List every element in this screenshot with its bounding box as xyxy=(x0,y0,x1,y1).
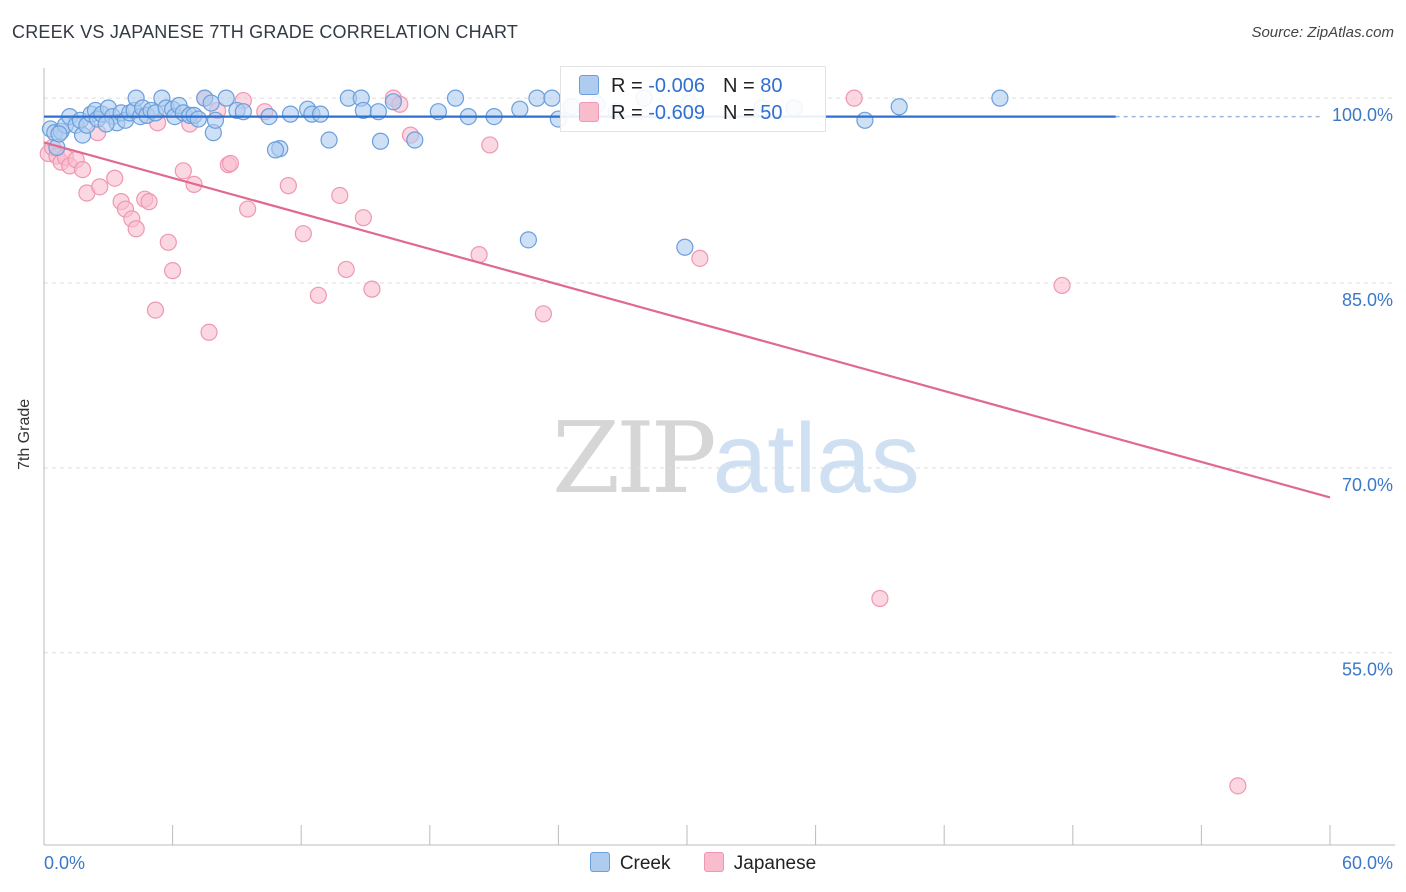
creek-n-label: N = xyxy=(722,75,755,97)
japanese-point xyxy=(174,162,192,180)
creek-n-value: 80 xyxy=(760,75,783,97)
x-tick-label: 60.0% xyxy=(1342,853,1393,873)
japanese-point xyxy=(691,249,709,267)
creek-point xyxy=(991,89,1009,107)
japanese-trend-line xyxy=(43,141,1331,499)
creek-point xyxy=(528,89,546,107)
japanese-point xyxy=(221,154,240,173)
y-tick-label: 70.0% xyxy=(1342,475,1393,495)
creek-point xyxy=(311,105,330,123)
japanese-point xyxy=(239,200,257,218)
creek-legend-label: Creek xyxy=(619,853,671,874)
creek-point xyxy=(511,100,529,118)
japanese-point xyxy=(845,89,863,107)
watermark: ZIPatlas xyxy=(552,402,920,516)
y-tick-label: 55.0% xyxy=(1342,660,1393,680)
creek-point xyxy=(189,110,207,128)
creek-point xyxy=(281,105,300,123)
watermark-zip: ZIP xyxy=(552,402,717,516)
japanese-point xyxy=(309,286,327,304)
creek-point xyxy=(320,131,338,149)
creek-r-value: -0.006 xyxy=(648,75,705,97)
japanese-point xyxy=(164,262,182,280)
trend-lines xyxy=(43,115,1331,499)
creek-point xyxy=(406,131,424,149)
japanese-point xyxy=(354,209,372,227)
legend-item-creek[interactable]: Creek xyxy=(589,852,671,875)
japanese-point xyxy=(1053,276,1071,295)
creek-point xyxy=(97,115,115,133)
japanese-point xyxy=(106,169,124,187)
creek-legend-swatch xyxy=(589,852,610,872)
japanese-point xyxy=(871,589,889,608)
creek-swatch xyxy=(579,75,599,95)
y-tick-label: 85.0% xyxy=(1342,290,1393,310)
japanese-legend-label: Japanese xyxy=(733,853,817,874)
japanese-point xyxy=(337,260,355,279)
chart-title: CREEK VS JAPANESE 7TH GRADE CORRELATION … xyxy=(12,22,519,42)
creek-point xyxy=(856,111,874,129)
japanese-point xyxy=(73,160,92,179)
japanese-swatch xyxy=(579,102,599,122)
tick-labels: 100.0% 85.0% 70.0% 55.0% 0.0% 60.0% xyxy=(44,105,1393,873)
grid-lines xyxy=(44,97,1395,654)
series-legend: Creek Japanese xyxy=(0,852,1406,875)
creek-point xyxy=(543,89,561,107)
japanese-point xyxy=(91,178,109,196)
creek-point xyxy=(206,111,225,129)
japanese-point xyxy=(363,280,381,298)
creek-point xyxy=(371,132,390,150)
japanese-point xyxy=(1229,777,1247,795)
japanese-point xyxy=(140,193,158,211)
axes xyxy=(43,68,1395,846)
creek-point xyxy=(446,89,465,107)
japanese-point xyxy=(331,186,349,205)
source-label: Source: ZipAtlas.com xyxy=(1251,24,1394,41)
japanese-point xyxy=(159,233,177,251)
legend-row-japanese: R = -0.609 N = 50 xyxy=(579,102,782,126)
creek-point xyxy=(266,141,285,159)
creek-point xyxy=(217,89,235,107)
japanese-r-label: R = xyxy=(611,102,643,124)
japanese-point xyxy=(127,220,145,238)
creek-point xyxy=(50,125,68,143)
creek-point xyxy=(519,231,537,249)
japanese-point xyxy=(481,136,499,154)
creek-point xyxy=(890,98,908,116)
japanese-n-label: N = xyxy=(722,102,755,124)
data-points xyxy=(39,89,1247,795)
japanese-point xyxy=(200,323,218,341)
japanese-point xyxy=(294,225,312,243)
x-tick-label: 0.0% xyxy=(44,853,85,873)
watermark-atlas: atlas xyxy=(712,403,920,513)
creek-point xyxy=(202,94,220,112)
stats-legend: R = -0.006 N = 80 R = -0.609 N = 50 xyxy=(560,66,826,132)
japanese-legend-swatch xyxy=(703,852,724,872)
legend-row-creek: R = -0.006 N = 80 xyxy=(579,75,782,99)
japanese-point xyxy=(146,301,165,319)
creek-point xyxy=(676,238,694,256)
japanese-n-value: 50 xyxy=(760,102,783,124)
japanese-point xyxy=(534,305,552,323)
creek-point xyxy=(384,93,402,111)
japanese-r-value: -0.609 xyxy=(648,102,705,124)
legend-item-japanese[interactable]: Japanese xyxy=(703,852,817,875)
creek-r-label: R = xyxy=(611,75,643,97)
japanese-point xyxy=(279,177,297,195)
y-tick-label: 100.0% xyxy=(1332,105,1393,125)
